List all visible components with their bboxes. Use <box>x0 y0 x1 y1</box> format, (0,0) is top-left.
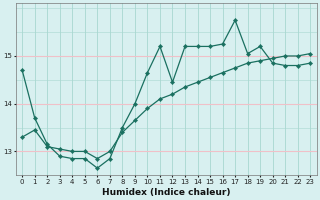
X-axis label: Humidex (Indice chaleur): Humidex (Indice chaleur) <box>102 188 230 197</box>
